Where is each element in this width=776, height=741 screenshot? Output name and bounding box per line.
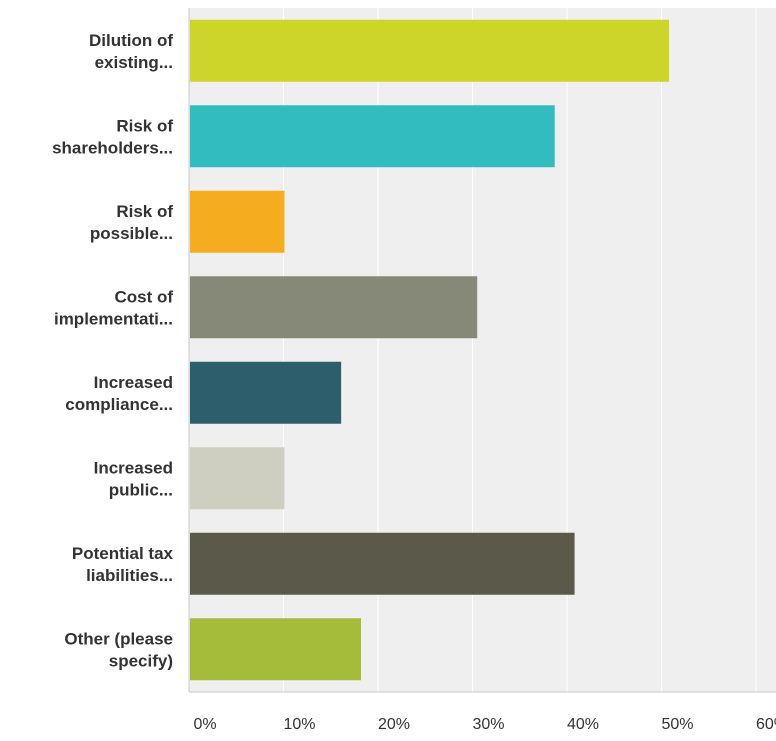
bar — [190, 190, 285, 253]
category-label: compliance... — [65, 395, 173, 414]
x-tick-labels: 0% 10% 20% 30% 40% 50% 60% — [193, 716, 776, 733]
x-tick-label: 30% — [472, 716, 504, 733]
x-tick-label: 60% — [756, 716, 776, 733]
category-label: specify) — [109, 651, 173, 670]
bar — [190, 618, 361, 681]
category-label: shareholders... — [52, 138, 173, 157]
category-label: public... — [109, 480, 173, 499]
category-label: Risk of — [116, 116, 173, 135]
x-tick-label: 10% — [283, 716, 315, 733]
x-tick-label: 50% — [661, 716, 693, 733]
category-label: possible... — [90, 224, 173, 243]
x-tick-label: 0% — [193, 716, 216, 733]
bar — [190, 447, 285, 510]
x-tick-label: 20% — [378, 716, 410, 733]
bar — [190, 19, 670, 82]
category-label: Dilution of — [89, 31, 173, 50]
x-tick-label: 40% — [567, 716, 599, 733]
bar — [190, 276, 478, 339]
bars — [190, 19, 670, 681]
category-label: Risk of — [116, 202, 173, 221]
category-label: Other (please — [64, 629, 173, 648]
bar — [190, 532, 575, 595]
category-label: Potential tax — [72, 544, 174, 563]
bar — [190, 361, 342, 424]
category-label: Increased — [94, 373, 173, 392]
bar — [190, 105, 555, 168]
category-label: liabilities... — [86, 566, 173, 585]
category-label: implementati... — [54, 309, 173, 328]
category-labels: Dilution of existing... Risk of shareholder… — [52, 31, 173, 671]
category-label: Increased — [94, 458, 173, 477]
category-label: existing... — [95, 53, 173, 72]
category-label: Cost of — [114, 287, 173, 306]
